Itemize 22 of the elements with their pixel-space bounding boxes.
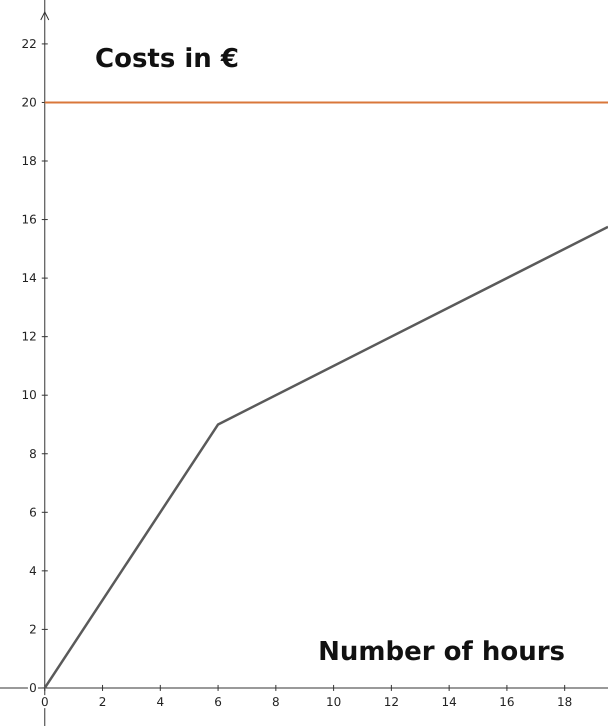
x-axis-title: Number of hours bbox=[318, 637, 565, 667]
x-tick-label: 14 bbox=[442, 694, 457, 709]
x-tick-label: 18 bbox=[557, 694, 572, 709]
x-tick-label: 6 bbox=[214, 694, 222, 709]
y-tick-label: 14 bbox=[21, 271, 37, 286]
y-tick-label: 10 bbox=[21, 388, 37, 402]
y-tick-label: 4 bbox=[29, 564, 37, 578]
x-tick-label: 8 bbox=[272, 694, 280, 709]
x-tick-label: 10 bbox=[326, 694, 342, 709]
text: Costs in € bbox=[95, 44, 239, 74]
y-tick-label: 6 bbox=[29, 505, 37, 520]
y-tick-label: 22 bbox=[21, 36, 37, 51]
x-tick-label: 16 bbox=[499, 694, 515, 709]
y-tick-label: 16 bbox=[21, 212, 37, 227]
x-tick-label: 4 bbox=[156, 694, 164, 709]
x-tick-label: 12 bbox=[384, 694, 400, 709]
y-tick-label: 2 bbox=[29, 622, 37, 636]
y-tick-label: 18 bbox=[21, 154, 37, 168]
y-tick-label: 12 bbox=[21, 330, 37, 344]
y-tick-label: 8 bbox=[29, 446, 37, 461]
x-tick-label: 2 bbox=[98, 694, 106, 709]
y-tick-label: 20 bbox=[21, 95, 37, 110]
